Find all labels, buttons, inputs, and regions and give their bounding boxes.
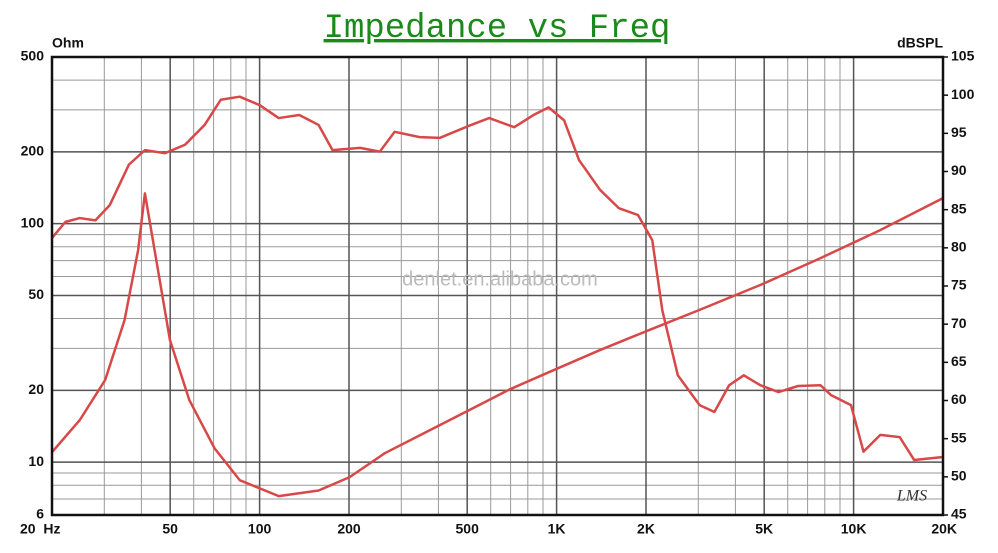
y-tick-label: 200 bbox=[21, 143, 45, 159]
watermark: denlet.en.alibaba.com bbox=[402, 268, 598, 290]
y-tick-label: 50 bbox=[28, 286, 44, 302]
y2-tick-label: 100 bbox=[951, 86, 975, 102]
y2-tick-label: 85 bbox=[951, 200, 967, 216]
x-tick-label: 20 Hz bbox=[20, 521, 60, 537]
y-tick-label: 10 bbox=[28, 453, 44, 469]
y2-axis-label: dBSPL bbox=[897, 35, 943, 51]
y2-tick-label: 50 bbox=[951, 468, 967, 484]
y2-tick-label: 105 bbox=[951, 48, 975, 64]
y-tick-label: 20 bbox=[28, 381, 44, 397]
x-tick-label: 5K bbox=[755, 521, 773, 537]
y-tick-label: 100 bbox=[21, 214, 45, 230]
x-tick-label: 200 bbox=[337, 521, 361, 537]
grid bbox=[51, 56, 944, 516]
x-tick-label: 500 bbox=[456, 521, 480, 537]
y-tick-label: 6 bbox=[36, 506, 44, 522]
chart-title: Impedance vs Freq bbox=[324, 10, 671, 48]
x-tick-label: 50 bbox=[162, 521, 178, 537]
x-tick-label: 2K bbox=[637, 521, 655, 537]
y2-tick-label: 95 bbox=[951, 124, 967, 140]
y2-tick-label: 75 bbox=[951, 277, 967, 293]
x-tick-label: 100 bbox=[248, 521, 272, 537]
y2-tick-label: 60 bbox=[951, 391, 967, 407]
y2-tick-label: 55 bbox=[951, 429, 967, 445]
x-tick-label: 10K bbox=[841, 521, 867, 537]
x-tick-label: 1K bbox=[548, 521, 566, 537]
y2-tick-label: 90 bbox=[951, 162, 967, 178]
curve bbox=[51, 95, 944, 462]
curves bbox=[51, 95, 944, 498]
y-axis-label: Ohm bbox=[52, 35, 84, 51]
signature: LMS bbox=[896, 488, 927, 505]
y2-tick-label: 80 bbox=[951, 239, 967, 255]
x-tick-label: 20K bbox=[931, 521, 957, 537]
y2-tick-label: 70 bbox=[951, 315, 967, 331]
y2-tick-label: 65 bbox=[951, 353, 967, 369]
y2-tick-label: 45 bbox=[951, 506, 967, 522]
curve bbox=[51, 192, 944, 498]
y-tick-label: 500 bbox=[21, 48, 45, 64]
